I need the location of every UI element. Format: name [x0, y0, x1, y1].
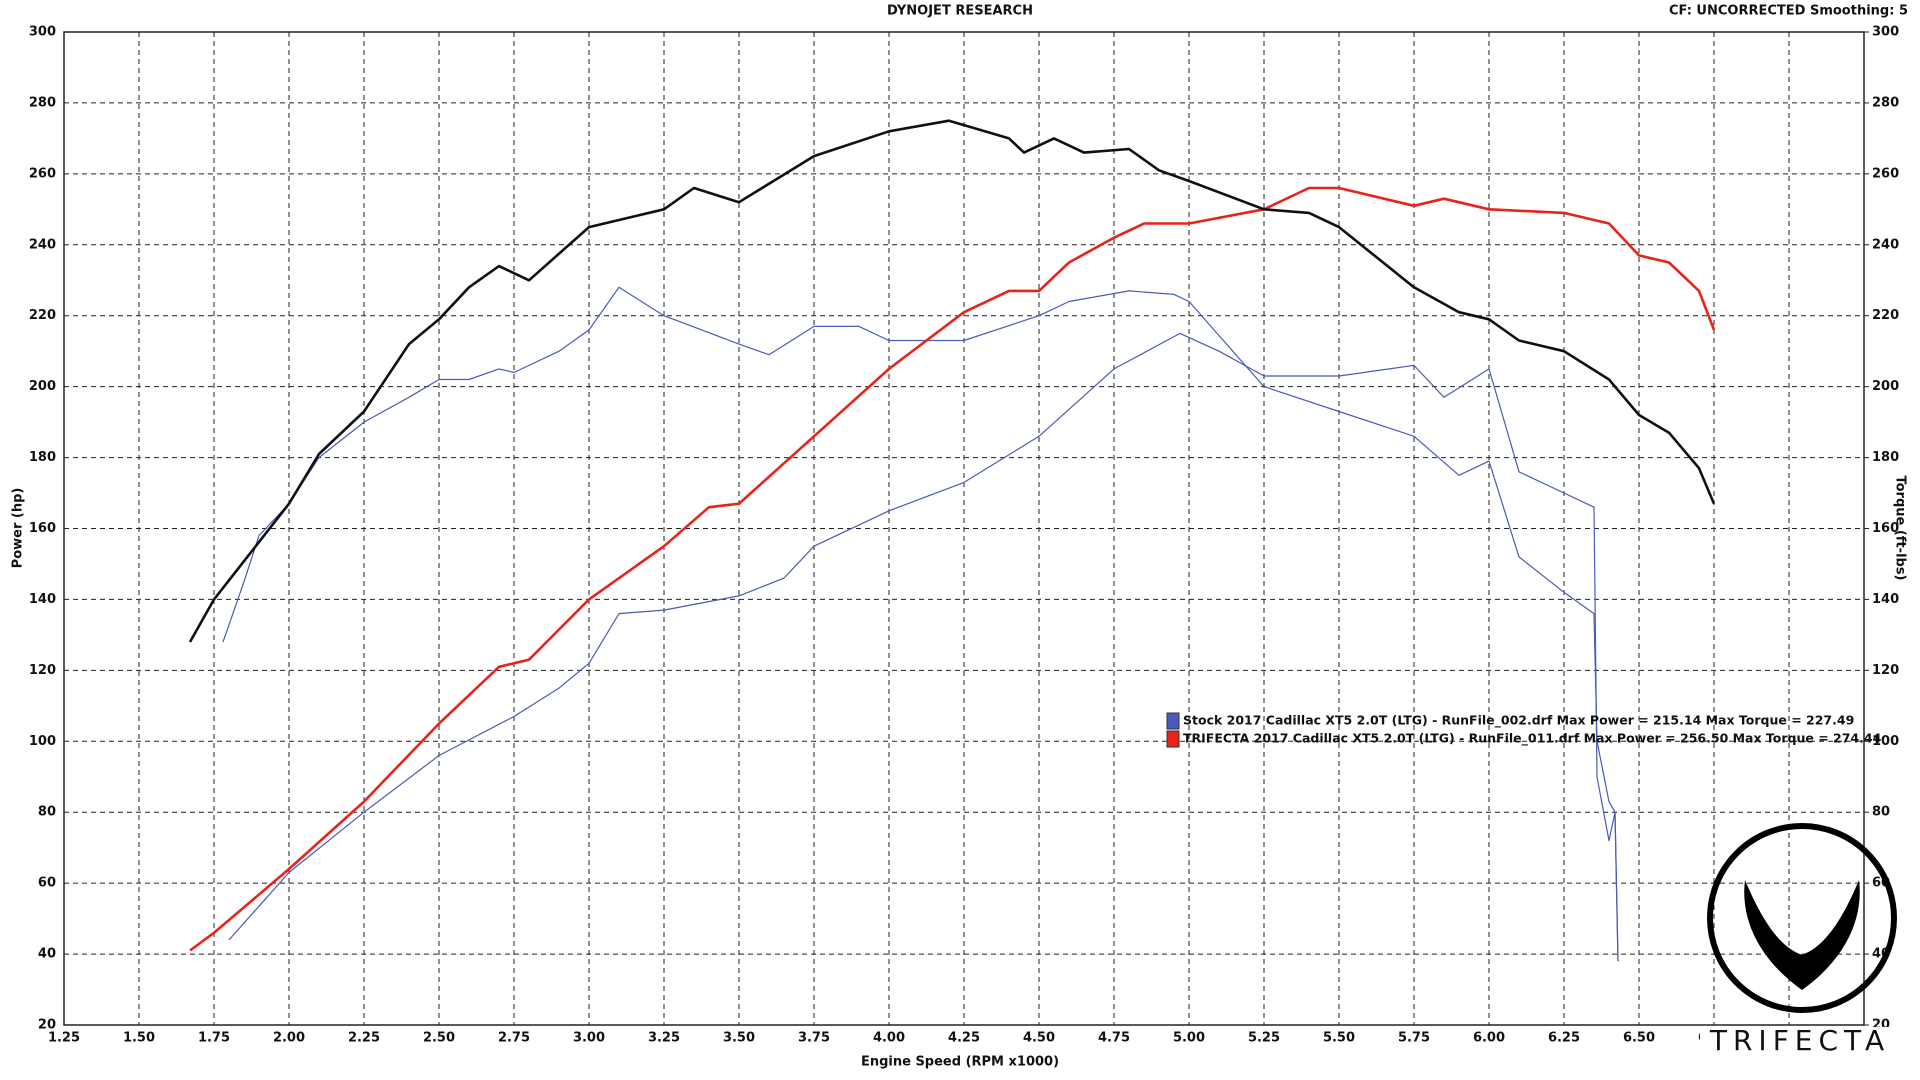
legend-label: Stock 2017 Cadillac XT5 2.0T (LTG) - Run…: [1183, 713, 1854, 729]
series-line: [189, 186, 1716, 952]
y-tick-label: 60: [38, 876, 56, 891]
x-tick-label: 2.75: [498, 1031, 530, 1046]
x-tick-label: 4.50: [1023, 1031, 1055, 1046]
logo-ring: [1707, 823, 1897, 1013]
y2-tick-label: 140: [1872, 592, 1899, 607]
x-tick-label: 4.00: [873, 1031, 905, 1046]
y2-tick-label: 260: [1872, 166, 1899, 181]
x-tick-label: 1.75: [198, 1031, 230, 1046]
x-axis-label: Engine Speed (RPM x1000): [861, 1055, 1059, 1070]
y-tick-label: 140: [29, 592, 56, 607]
series-line: [188, 119, 1716, 643]
y-tick-label: 240: [29, 237, 56, 252]
x-tick-label: 1.25: [48, 1031, 80, 1046]
y2-tick-label: 240: [1872, 237, 1899, 252]
y-tick-label: 260: [29, 166, 56, 181]
series-line: [222, 286, 1619, 962]
chart-subtitle: CF: UNCORRECTED Smoothing: 5: [1669, 4, 1908, 19]
y-tick-label: 300: [29, 25, 56, 40]
chart-title: DYNOJET RESEARCH: [887, 4, 1033, 19]
x-tick-label: 5.00: [1173, 1031, 1205, 1046]
y-tick-label: 200: [29, 379, 56, 394]
y2-tick-label: 100: [1872, 734, 1899, 749]
legend-swatch: [1166, 712, 1180, 730]
y2-tick-label: 160: [1872, 521, 1899, 536]
y2-tick-label: 280: [1872, 95, 1899, 110]
x-tick-label: 5.75: [1398, 1031, 1430, 1046]
y2-tick-label: 200: [1872, 379, 1899, 394]
x-tick-label: 2.25: [348, 1031, 380, 1046]
x-tick-label: 3.50: [723, 1031, 755, 1046]
x-tick-label: 2.50: [423, 1031, 455, 1046]
y-tick-label: 20: [38, 1018, 56, 1033]
y2-tick-label: 300: [1872, 25, 1899, 40]
x-tick-label: 2.00: [273, 1031, 305, 1046]
y-tick-label: 280: [29, 95, 56, 110]
x-tick-label: 3.75: [798, 1031, 830, 1046]
x-tick-label: 6.50: [1623, 1031, 1655, 1046]
y2-tick-label: 220: [1872, 308, 1899, 323]
y-tick-label: 100: [29, 734, 56, 749]
legend-label: TRIFECTA 2017 Cadillac XT5 2.0T (LTG) - …: [1183, 731, 1882, 747]
x-tick-label: 6.00: [1473, 1031, 1505, 1046]
x-tick-label: 5.25: [1248, 1031, 1280, 1046]
y-tick-label: 180: [29, 450, 56, 465]
x-tick-label: 6.25: [1548, 1031, 1580, 1046]
y-tick-label: 120: [29, 663, 56, 678]
y-tick-label: 80: [38, 805, 56, 820]
y-tick-label: 220: [29, 308, 56, 323]
logo-text: TRIFECTA: [1709, 1024, 1890, 1057]
x-tick-label: 5.50: [1323, 1031, 1355, 1046]
logo: TRIFECTA: [1700, 823, 1900, 1057]
logo-wings: [1744, 880, 1860, 990]
y-tick-label: 160: [29, 521, 56, 536]
legend-swatch: [1166, 730, 1180, 748]
x-tick-label: 4.75: [1098, 1031, 1130, 1046]
y2-tick-label: 80: [1872, 805, 1890, 820]
y-tick-label: 40: [38, 947, 56, 962]
y2-tick-label: 180: [1872, 450, 1899, 465]
logo-text-bg: [1700, 1027, 1900, 1057]
x-tick-label: 3.00: [573, 1031, 605, 1046]
x-tick-label: 3.25: [648, 1031, 680, 1046]
y2-axis-label: Torque (ft-lbs): [1893, 475, 1908, 580]
x-tick-label: 1.50: [123, 1031, 155, 1046]
y2-tick-label: 120: [1872, 663, 1899, 678]
x-tick-label: 4.25: [948, 1031, 980, 1046]
y-axis-label: Power (hp): [11, 488, 26, 569]
series-line: [228, 332, 1619, 962]
